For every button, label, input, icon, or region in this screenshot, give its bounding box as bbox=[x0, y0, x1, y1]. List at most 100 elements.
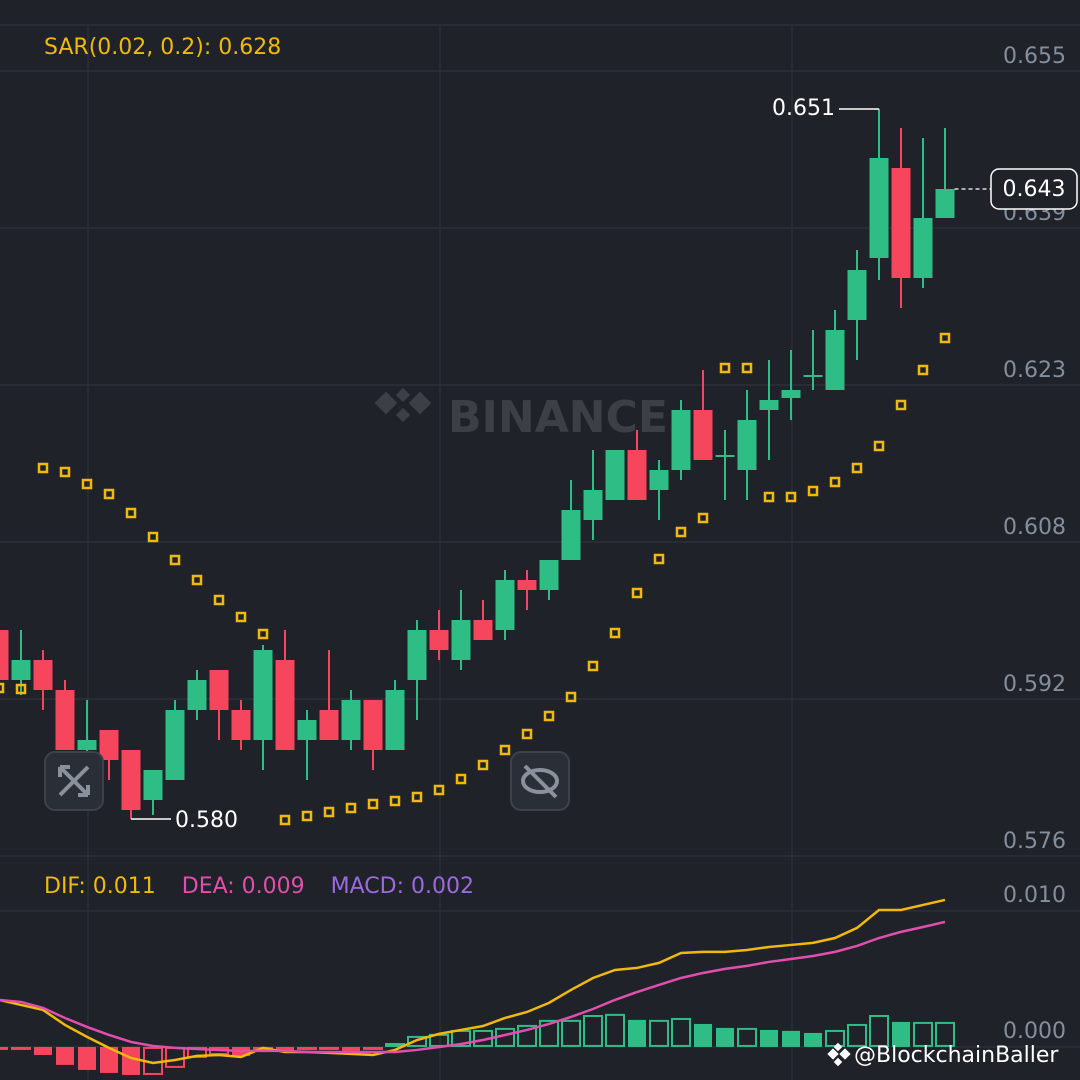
candle-body bbox=[803, 375, 823, 377]
candle-body bbox=[627, 450, 647, 500]
candle-body bbox=[253, 650, 273, 740]
sar-dot bbox=[411, 791, 423, 803]
sar-dot bbox=[653, 553, 665, 565]
candle-body bbox=[77, 740, 97, 750]
macd-bar bbox=[605, 1013, 625, 1047]
macd-bar bbox=[407, 1035, 427, 1047]
candle-body bbox=[473, 620, 493, 640]
sar-dot bbox=[543, 710, 555, 722]
macd-bar bbox=[56, 1046, 74, 1065]
sar-dot bbox=[455, 773, 467, 785]
high-marker-label: 0.651 bbox=[772, 96, 835, 121]
dif-line bbox=[0, 898, 946, 1065]
macd-bar bbox=[760, 1029, 778, 1047]
watermark-text: BINANCE bbox=[448, 392, 668, 443]
macd-bar bbox=[297, 1046, 317, 1050]
candle-body bbox=[231, 710, 251, 740]
sar-dot bbox=[257, 628, 269, 640]
y-tick-label: 0.592 bbox=[1003, 672, 1066, 697]
candle-body bbox=[913, 218, 933, 278]
sar-dot bbox=[345, 802, 357, 814]
low-marker-label: 0.580 bbox=[175, 808, 238, 833]
sar-dot bbox=[521, 728, 533, 740]
eye-slash bbox=[523, 764, 558, 799]
sar-dot bbox=[807, 485, 819, 497]
macd-bar bbox=[649, 1019, 669, 1047]
candle-body bbox=[0, 630, 9, 680]
sar-dot bbox=[675, 526, 687, 538]
sar-dot bbox=[81, 478, 93, 490]
indicator-label: DIF: 0.011 bbox=[44, 874, 156, 899]
sar-dot bbox=[125, 507, 137, 519]
sar-dot bbox=[609, 627, 621, 639]
expand-button[interactable] bbox=[44, 751, 104, 811]
macd-bar bbox=[122, 1046, 140, 1075]
credit-logo bbox=[827, 1042, 851, 1067]
candle-body bbox=[693, 410, 713, 460]
macd-bar bbox=[517, 1024, 537, 1047]
vertical-grid bbox=[0, 24, 1080, 1080]
macd-bar bbox=[11, 1046, 31, 1050]
credit-text: @BlockchainBaller bbox=[854, 1043, 1059, 1068]
candle-body bbox=[143, 770, 163, 800]
y-tick-label: 0.655 bbox=[1003, 44, 1066, 69]
candle-body bbox=[99, 730, 119, 760]
candle-body bbox=[363, 700, 383, 750]
logo-part bbox=[839, 1048, 851, 1060]
candle-body bbox=[187, 680, 207, 710]
sar-dot bbox=[917, 364, 929, 376]
macd-bar bbox=[100, 1046, 118, 1073]
price-pane: 0.6550.6390.6230.6080.5920.5760.6510.580… bbox=[0, 44, 1080, 857]
sar-dot bbox=[59, 466, 71, 478]
macd-bar bbox=[628, 1019, 646, 1047]
sar-dot bbox=[169, 554, 181, 566]
macd-bar bbox=[276, 1046, 294, 1051]
sar-dot bbox=[147, 531, 159, 543]
sar-dot bbox=[631, 587, 643, 599]
sar-dot bbox=[213, 594, 225, 606]
macd-bar bbox=[671, 1017, 691, 1047]
sar-dot bbox=[829, 476, 841, 488]
watermark-logo bbox=[374, 387, 432, 423]
candle-body bbox=[869, 158, 889, 258]
candle-body bbox=[649, 470, 669, 490]
sar-dot bbox=[741, 362, 753, 374]
sar-dot bbox=[565, 691, 577, 703]
candle-body bbox=[407, 630, 427, 680]
macd-bar bbox=[935, 1021, 955, 1047]
sar-dot bbox=[433, 784, 445, 796]
candle-body bbox=[11, 660, 31, 680]
macd-bar bbox=[913, 1021, 933, 1047]
macd-bar bbox=[847, 1023, 867, 1047]
sar-dot bbox=[939, 332, 951, 344]
sar-dot bbox=[301, 810, 313, 822]
macd-bar bbox=[892, 1021, 910, 1047]
candle-body bbox=[935, 189, 955, 218]
sar-dot bbox=[851, 462, 863, 474]
hide-button[interactable] bbox=[510, 751, 570, 811]
eye-icon bbox=[521, 768, 559, 794]
sar-dot bbox=[785, 491, 797, 503]
sar-dot bbox=[389, 795, 401, 807]
macd-bar bbox=[363, 1046, 383, 1050]
candle-body bbox=[429, 630, 449, 650]
candle-body bbox=[33, 660, 53, 690]
candle-body bbox=[275, 660, 295, 750]
candle-body bbox=[55, 690, 75, 750]
candle-body bbox=[385, 690, 405, 750]
sar-dot bbox=[279, 814, 291, 826]
logo-part bbox=[395, 387, 411, 403]
candle-body bbox=[847, 270, 867, 320]
last-price-box bbox=[990, 168, 1078, 210]
y-tick-label: 0.608 bbox=[1003, 515, 1066, 540]
sar-dot bbox=[323, 806, 335, 818]
candle-body bbox=[759, 400, 779, 410]
macd-bar bbox=[539, 1019, 559, 1047]
dea-line bbox=[0, 920, 946, 1054]
candle-body bbox=[825, 330, 845, 390]
logo-part bbox=[827, 1048, 839, 1060]
sar-label: SAR(0.02, 0.2): 0.628 bbox=[44, 35, 281, 60]
y-tick-label: 0.010 bbox=[1003, 883, 1066, 908]
macd-bar bbox=[319, 1046, 339, 1050]
candle-body bbox=[121, 750, 141, 810]
